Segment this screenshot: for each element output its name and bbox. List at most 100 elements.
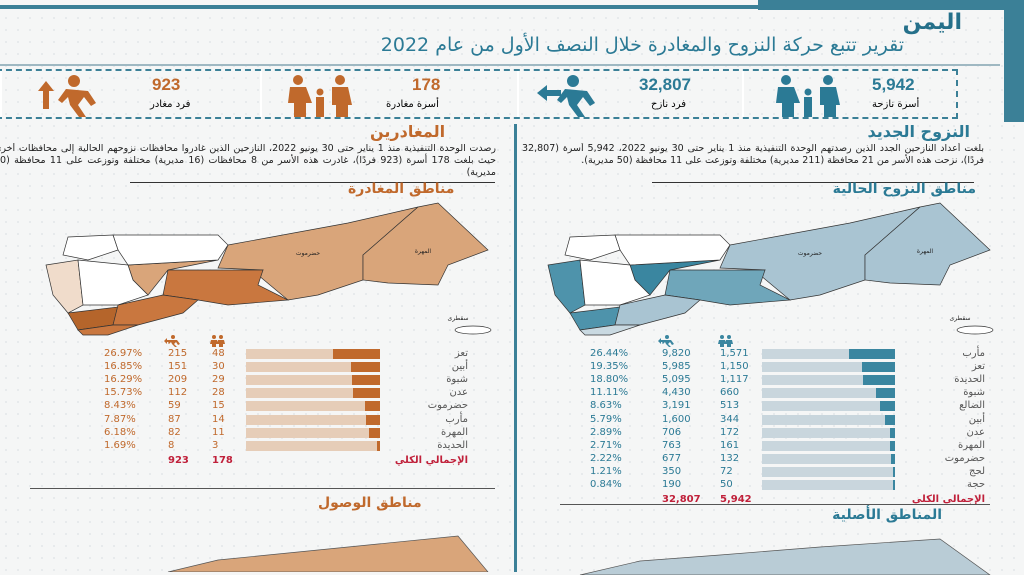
region-socotra <box>454 325 492 335</box>
percentage: 1.69% <box>104 439 136 451</box>
map-label-mahra: المهرة <box>917 248 934 255</box>
individuals-value: 190 <box>662 479 682 490</box>
percentage: 8.43% <box>104 400 136 412</box>
families-value: 30 <box>212 361 225 373</box>
governorate-label: أبين <box>451 361 468 373</box>
governorate-label: مأرب <box>962 348 985 359</box>
section-heading-departure: المغادرين <box>370 122 446 141</box>
percentage: 2.22% <box>590 452 622 464</box>
total-families: 5,942 <box>720 494 752 506</box>
individuals-value: 209 <box>168 374 188 386</box>
map-heading-origin: المناطق الأصلية <box>832 507 942 523</box>
table-row: 16.85% 151 30 أبين <box>0 361 510 374</box>
percentage: 1.21% <box>590 465 622 477</box>
region-central <box>77 259 149 306</box>
percentage-bar <box>246 414 380 425</box>
section-heading-displacement: النزوح الجديد <box>867 122 970 141</box>
total-label: الإجمالي الكلي <box>394 454 468 466</box>
families-value: 29 <box>212 374 225 386</box>
percentage: 2.89% <box>590 426 622 438</box>
governorate-label: عدن <box>449 387 468 399</box>
percentage-bar <box>246 388 380 399</box>
percentage: 11.11% <box>590 387 629 399</box>
stats-box <box>0 69 958 119</box>
families-value: 3 <box>212 439 219 451</box>
region-aden <box>77 324 139 336</box>
individuals-column-header <box>164 332 182 351</box>
governorate-label: تعز <box>454 348 468 359</box>
table-row: 11.11% 4,430 660 شبوة <box>520 387 1000 400</box>
governorate-label: الضالع <box>959 400 985 412</box>
families-value: 1,150 <box>720 361 749 373</box>
percentage-bar <box>246 362 380 373</box>
individuals-value: 706 <box>662 426 682 438</box>
page-subtitle: تقرير تتبع حركة النزوح والمغادرة خلال ال… <box>380 34 904 56</box>
percentage-bar <box>246 440 380 451</box>
table-row: 18.80% 5,095 1,117 الحديدة <box>520 374 1000 387</box>
percentage: 26.44% <box>590 348 629 359</box>
individuals-column-header <box>658 332 676 351</box>
stat-label: فرد مغادر <box>150 99 191 110</box>
stat-label: فرد نازح <box>651 99 687 110</box>
percentage-bar <box>762 349 895 359</box>
families-column-header <box>210 332 226 351</box>
percentage: 7.87% <box>104 413 136 425</box>
departure-paragraph: رصدت الوحدة التنفيذية منذ 1 يناير حتى 30… <box>0 143 496 178</box>
individuals-value: 5,985 <box>662 361 691 373</box>
percentage-bar-fill <box>861 362 895 373</box>
percentage-bar <box>246 349 380 359</box>
families-column-header <box>718 332 734 351</box>
percentage-bar <box>762 414 895 425</box>
map-label-socotra: سقطرى <box>448 315 469 322</box>
individuals-value: 3,191 <box>662 400 691 412</box>
top-border <box>0 5 1000 9</box>
table-row: 2.89% 706 172 عدن <box>520 427 1000 440</box>
percentage-bar-fill <box>890 427 895 438</box>
individuals-value: 215 <box>168 348 188 359</box>
percentage: 15.73% <box>104 387 143 399</box>
table-row: 15.73% 112 28 عدن <box>0 387 510 400</box>
map-arrival-areas <box>167 535 489 572</box>
region-saada <box>564 234 621 261</box>
region-jawf <box>112 234 229 266</box>
governorate-label: حجة <box>967 479 985 490</box>
total-families: 178 <box>212 454 233 466</box>
table-row: 2.71% 763 161 المهرة <box>520 440 1000 453</box>
table-row: 1.21% 350 72 لحج <box>520 466 1000 479</box>
percentage-bar-fill <box>350 362 380 373</box>
families-value: 15 <box>212 400 225 412</box>
family-icon <box>718 335 733 347</box>
individuals-value: 87 <box>168 413 181 425</box>
percentage: 16.29% <box>104 374 143 386</box>
individuals-value: 677 <box>662 452 682 464</box>
table-row: 1.69% 8 3 الحديدة <box>0 440 510 453</box>
family-icon <box>776 75 840 117</box>
percentage: 5.79% <box>590 413 622 425</box>
map-label-hadramawt: حضرموت <box>798 250 822 257</box>
total-individuals: 923 <box>168 454 189 466</box>
stat-displaced-families: 5,942 أسرة نازحة <box>742 71 958 117</box>
percentage-bar <box>762 480 895 490</box>
person-walking-arrow-up-icon <box>38 75 96 117</box>
individuals-value: 112 <box>168 387 188 399</box>
percentage-bar-fill <box>862 375 895 386</box>
map-departure-areas: حضرموت المهرة سقطرى <box>45 202 492 336</box>
families-value: 513 <box>720 400 740 412</box>
table-total-row: 923 178 الإجمالي الكلي <box>0 455 510 468</box>
region-jawf <box>614 234 731 266</box>
header-divider <box>0 64 1000 66</box>
stat-displaced-individuals: 32,807 فرد نازح <box>517 71 741 117</box>
governorate-label: عدن <box>966 426 985 438</box>
map-heading-departure: مناطق المغادرة <box>348 181 455 197</box>
map-current-displacement: حضرموت المهرة سقطرى <box>547 202 994 336</box>
individuals-value: 9,820 <box>662 348 691 359</box>
table-row: 6.18% 82 11 المهرة <box>0 427 510 440</box>
table-row: 8.43% 59 15 حضرموت <box>0 400 510 413</box>
departure-table: 26.97% 215 48 تعز 16.85% 151 30 أبين 16.… <box>0 330 510 470</box>
percentage: 2.71% <box>590 439 622 451</box>
divider <box>130 182 495 183</box>
governorate-label: لحج <box>969 465 985 477</box>
percentage-bar <box>762 440 895 451</box>
region-central <box>579 259 651 306</box>
person-walking-arrow-left-icon <box>537 75 595 117</box>
